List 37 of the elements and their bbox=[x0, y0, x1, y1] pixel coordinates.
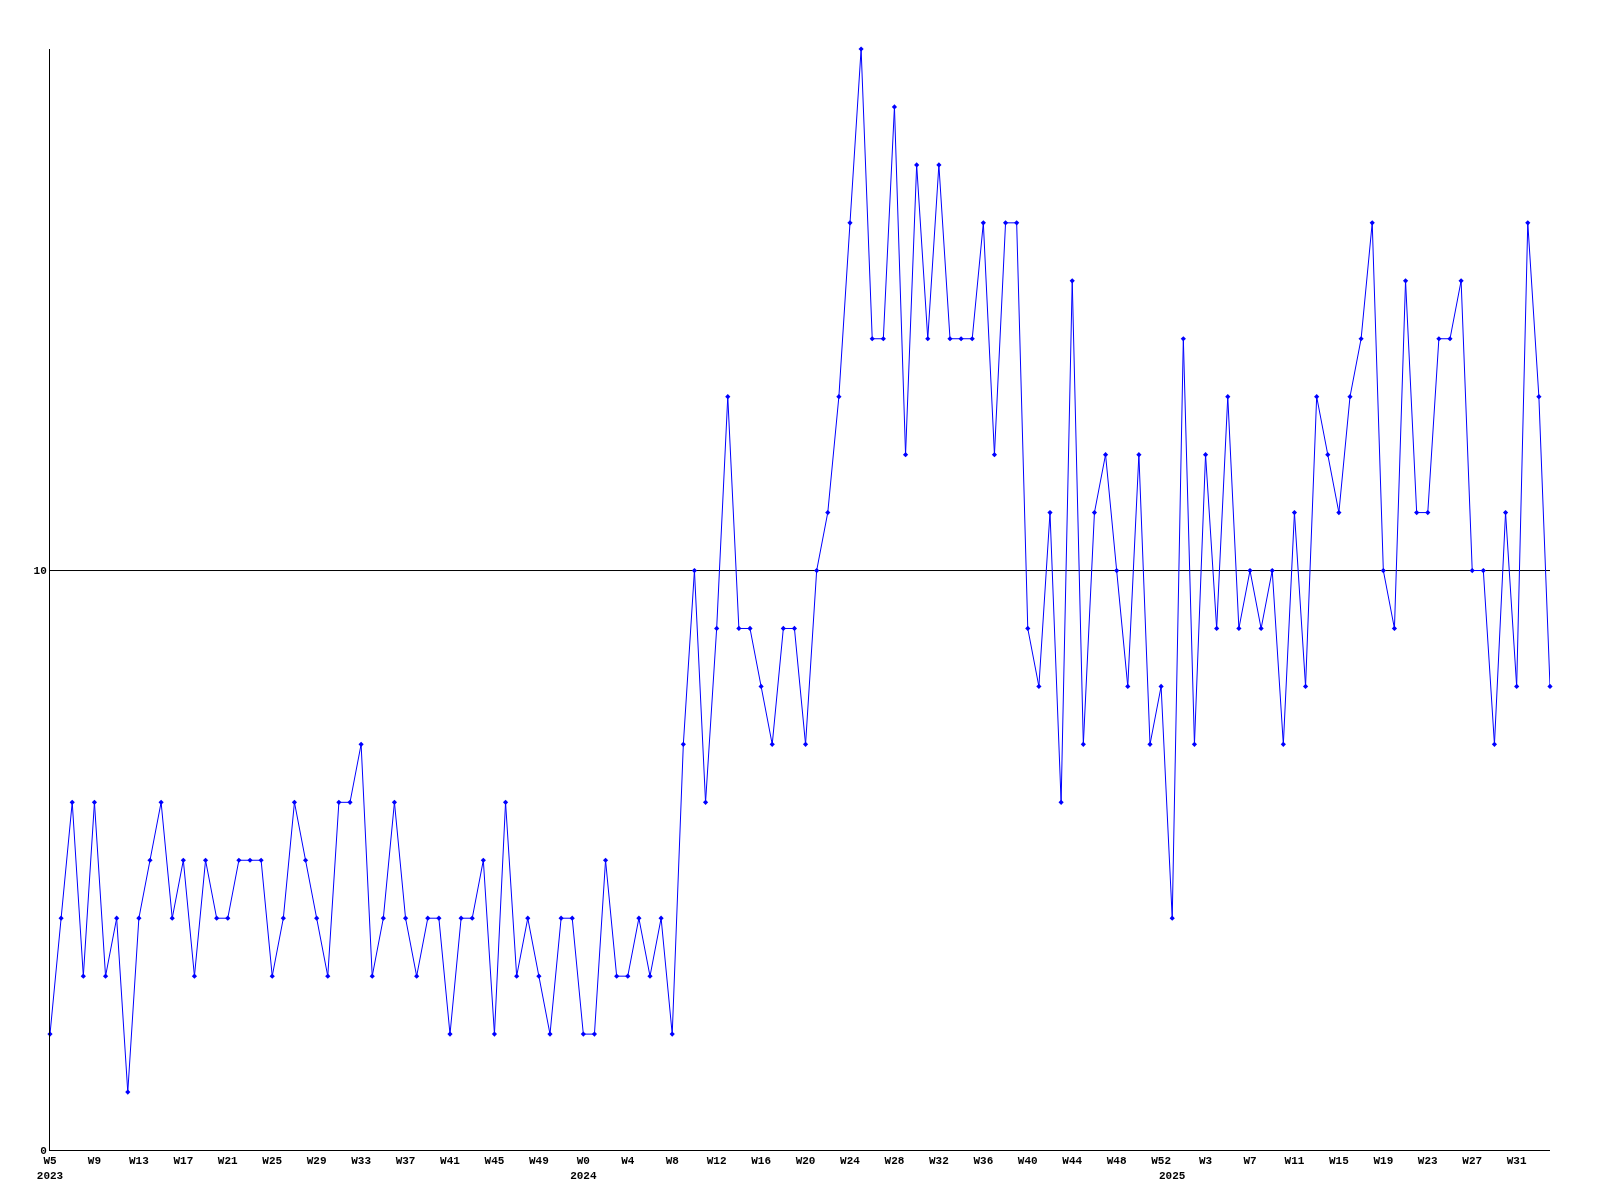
x-tick-label: W37 bbox=[395, 1155, 416, 1168]
x-tick-label: W29 bbox=[306, 1155, 327, 1168]
x-tick-label: W7 bbox=[1243, 1155, 1257, 1168]
x-tick-label: W36 bbox=[973, 1155, 994, 1168]
x-tick-label: W23 bbox=[1417, 1155, 1439, 1168]
x-tick-label: W5 2023 bbox=[36, 1155, 64, 1182]
x-tick-label: W12 bbox=[706, 1155, 727, 1168]
y-tick-label: 10 bbox=[33, 565, 47, 578]
x-tick-label: W16 bbox=[751, 1155, 772, 1168]
x-tick-label: W44 bbox=[1062, 1155, 1083, 1168]
x-tick-label: W19 bbox=[1373, 1155, 1394, 1168]
x-tick-label: W28 bbox=[884, 1155, 905, 1168]
x-tick-label: W17 bbox=[173, 1155, 194, 1168]
x-tick-label: W4 bbox=[621, 1155, 635, 1168]
x-tick-label: W8 bbox=[665, 1155, 680, 1168]
x-tick-label: W49 bbox=[528, 1155, 549, 1168]
x-tick-label: W11 bbox=[1284, 1155, 1305, 1168]
x-tick-label: 2025 bbox=[1159, 1169, 1186, 1182]
x-tick-label: W45 bbox=[484, 1155, 505, 1168]
x-tick-label: W41 bbox=[440, 1155, 461, 1168]
x-tick-label: W15 bbox=[1328, 1155, 1350, 1168]
x-tick-label: W32 bbox=[928, 1155, 949, 1168]
y-tick-label: 0 bbox=[40, 1144, 47, 1157]
x-tick-label: W48 bbox=[1106, 1155, 1127, 1168]
x-tick-label: W13 bbox=[128, 1155, 150, 1168]
x-tick-label: W20 bbox=[795, 1155, 816, 1168]
x-tick-label: W31 bbox=[1506, 1155, 1527, 1168]
x-tick-label: W24 bbox=[840, 1155, 861, 1168]
x-tick-label: W3 bbox=[1198, 1155, 1213, 1168]
x-tick-label: W9 bbox=[87, 1155, 102, 1168]
x-tick-label: W25 bbox=[262, 1155, 283, 1168]
x-tick-label: W33 bbox=[351, 1155, 372, 1168]
x-tick-label: W27 bbox=[1462, 1155, 1483, 1168]
x-tick-label: W52 bbox=[1151, 1155, 1172, 1168]
x-tick-label: W40 bbox=[1017, 1155, 1038, 1168]
x-tick-label: W0 2024 bbox=[570, 1155, 597, 1182]
x-tick-label: W21 bbox=[217, 1155, 239, 1168]
